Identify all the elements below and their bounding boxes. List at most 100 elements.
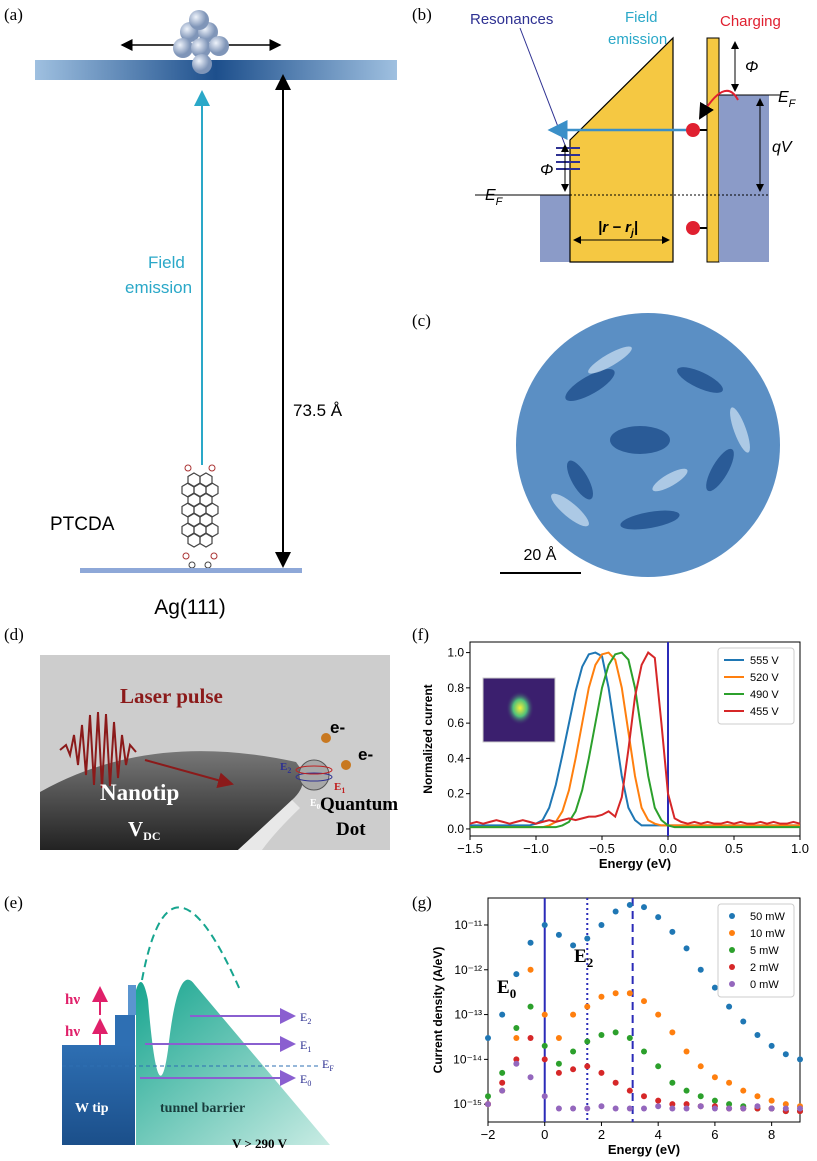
point [783,1106,789,1112]
width-post: | [634,219,638,236]
point [641,1093,647,1099]
x-tick-label: −1.5 [457,841,483,856]
panel-label: (e) [4,893,23,912]
point [598,922,604,928]
voltage-sub: DC [143,829,160,843]
point [740,1019,746,1025]
y-axis-label: Current density (A/eV) [431,947,445,1074]
voltage-label: V > 290 V [232,1136,288,1151]
legend-label: 555 V [750,655,779,667]
point [613,1106,619,1112]
charge [686,123,700,137]
point [542,1043,548,1049]
y-tick-label: 0.6 [447,716,464,730]
legend-swatch [729,981,735,987]
panel-e: (e) hν hν E2 E1 EF E0 W tip tunnel barri… [4,893,334,1151]
x-tick-label: 6 [711,1127,718,1142]
annotation-base: E [574,946,587,967]
level-base: E [300,1072,307,1086]
panel-label: (d) [4,625,24,644]
panel-a: (a) Field emission 73.5 Å PTCDA Ag(111) [4,5,397,619]
point [513,1025,519,1031]
point [499,1012,505,1018]
point [542,922,548,928]
point [598,994,604,1000]
legend-swatch [729,913,735,919]
scale-label: 20 Å [524,545,557,564]
point [528,940,534,946]
point [712,1106,718,1112]
point [698,967,704,973]
x-tick-label: −0.5 [589,841,615,856]
point [485,1101,491,1107]
point [655,1103,661,1109]
panel-label: (b) [412,5,432,24]
level-base: E [322,1057,329,1071]
point [754,1093,760,1099]
level-base: E [300,1010,307,1024]
quantum-dot [299,760,329,790]
panel-label: (a) [4,5,23,24]
x-tick-label: 0.0 [659,841,677,856]
point [684,1048,690,1054]
point [570,1048,576,1054]
point [485,1093,491,1099]
point [627,990,633,996]
level-sub: 0 [307,1079,311,1088]
x-tick-label: 0.5 [725,841,743,856]
point [669,929,675,935]
level-base: E [280,761,287,773]
step [115,1015,135,1045]
panel-label: (f) [412,625,429,644]
y-tick-label: 10⁻¹³ [454,1008,482,1022]
legend-swatch [729,930,735,936]
point [655,1063,661,1069]
bias-label: qV [772,139,793,156]
point [726,1004,732,1010]
emission-label: emission [125,278,192,297]
point [712,985,718,991]
fermi-sub: F [496,196,504,208]
point [684,1106,690,1112]
step [128,985,136,1015]
point [684,945,690,951]
annotation-base: E [497,977,510,998]
point [712,1098,718,1104]
point [641,904,647,910]
y-tick-label: 0.2 [447,787,464,801]
point [783,1051,789,1057]
point [556,1061,562,1067]
level-base: E [300,1038,307,1052]
point [698,1063,704,1069]
point [556,1035,562,1041]
image-barrier [142,907,240,990]
point [740,1088,746,1094]
point [499,1088,505,1094]
y-axis-label: Normalized current [421,684,435,793]
y-tick-label: 10⁻¹⁵ [453,1097,482,1111]
fermi-label: EF [485,187,504,208]
point [669,1106,675,1112]
point [542,1056,548,1062]
legend-swatch [729,947,735,953]
point [513,1061,519,1067]
point [740,1106,746,1112]
barrier [136,980,330,1145]
point [513,971,519,977]
x-tick-label: −1.0 [523,841,549,856]
point [754,1032,760,1038]
legend-label: 5 mW [750,945,779,957]
tip-label: W tip [75,1101,109,1116]
phi-label: Φ [745,59,758,76]
point [684,1088,690,1094]
point [769,1098,775,1104]
phi-label: Φ [540,162,553,179]
point [584,1004,590,1010]
fermi-sub: F [789,98,797,110]
legend-label: 10 mW [750,928,785,940]
pointer [520,28,565,145]
charge [686,221,700,235]
point [584,1063,590,1069]
point [570,1106,576,1112]
